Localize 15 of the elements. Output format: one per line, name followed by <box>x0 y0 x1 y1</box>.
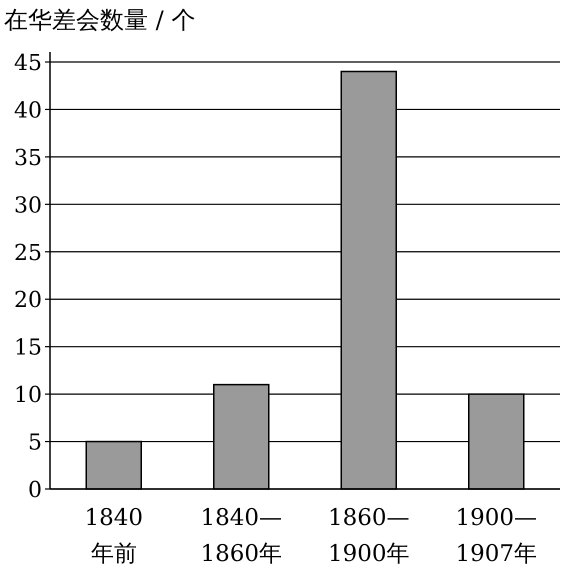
y-tick-label: 20 <box>14 288 42 314</box>
y-tick-label: 30 <box>14 193 42 218</box>
y-tick-label: 25 <box>14 240 42 266</box>
x-tick-label: 1840— 1860年 <box>200 505 282 567</box>
x-tick-label: 1860— 1900年 <box>328 505 410 567</box>
x-tick-label: 1840 年前 <box>84 505 144 567</box>
y-tick-label: 40 <box>14 98 42 124</box>
y-axis-title: 在华差会数量 / 个 <box>4 6 196 34</box>
y-tick-label: 5 <box>28 430 42 456</box>
y-tick-label: 35 <box>14 146 42 171</box>
y-tick-label: 15 <box>14 336 42 361</box>
x-tick-label: 1900— 1907年 <box>455 505 538 567</box>
y-tick-label: 45 <box>14 51 42 76</box>
y-tick-label: 10 <box>14 383 42 408</box>
y-tick-label: 0 <box>28 478 42 503</box>
